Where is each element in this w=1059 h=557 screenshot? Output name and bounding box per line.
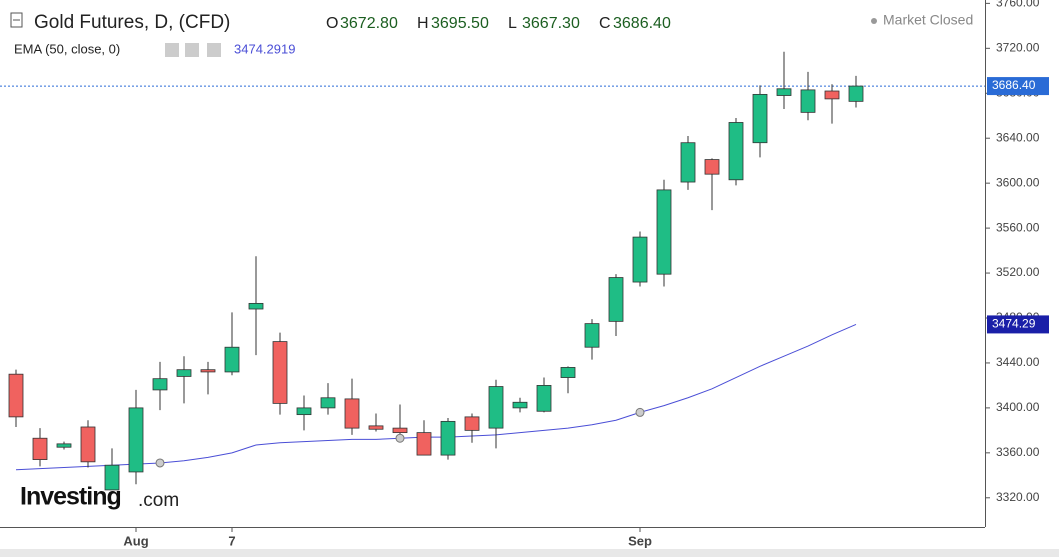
candle-body bbox=[848, 85, 864, 102]
candle-body bbox=[632, 236, 648, 283]
candle-body bbox=[296, 407, 312, 416]
candle-body bbox=[8, 373, 24, 418]
candle-body bbox=[464, 416, 480, 431]
y-tick-label: 3640.00 bbox=[996, 130, 1040, 144]
candle-body bbox=[776, 88, 792, 96]
y-tick-label: 3360.00 bbox=[996, 445, 1040, 459]
status-dot bbox=[871, 18, 877, 24]
candle-body bbox=[560, 367, 576, 378]
y-tick-label: 3520.00 bbox=[996, 265, 1040, 279]
ema-marker bbox=[635, 407, 645, 417]
x-tick-label: 7 bbox=[228, 533, 235, 548]
close-icon[interactable] bbox=[207, 43, 221, 57]
y-tick-label: 3600.00 bbox=[996, 175, 1040, 189]
candle-body bbox=[272, 341, 288, 404]
candle-body bbox=[56, 443, 72, 448]
ohlc-key: L bbox=[508, 15, 517, 32]
candle-body bbox=[368, 425, 384, 430]
ohlc-value: 3667.30 bbox=[522, 15, 580, 32]
candle-body bbox=[824, 90, 840, 100]
ohlc-key: C bbox=[599, 15, 611, 32]
candle-body bbox=[440, 420, 456, 456]
price-tag-label: 3474.29 bbox=[992, 317, 1036, 331]
candle-body bbox=[656, 189, 672, 275]
x-tick-label: Aug bbox=[123, 533, 148, 548]
plot bbox=[0, 51, 985, 491]
candle-body bbox=[704, 159, 720, 175]
price-tag bbox=[987, 77, 1049, 96]
candle-body bbox=[752, 93, 768, 144]
ema-legend: EMA (50, close, 0) bbox=[14, 41, 120, 56]
collapse-icon[interactable] bbox=[10, 12, 23, 28]
chart-title: Gold Futures, D, (CFD) bbox=[34, 12, 230, 33]
candle-body bbox=[392, 427, 408, 434]
ohlc-value: 3672.80 bbox=[340, 15, 398, 32]
candle-body bbox=[152, 378, 168, 391]
ema-marker bbox=[155, 458, 165, 468]
price-tag bbox=[987, 315, 1049, 334]
candle-body bbox=[200, 369, 216, 373]
candle-body bbox=[488, 386, 504, 429]
y-tick-label: 3320.00 bbox=[996, 490, 1040, 504]
bottom-strip bbox=[0, 549, 1059, 557]
eye-icon[interactable] bbox=[165, 43, 179, 57]
ohlc-value: 3686.40 bbox=[613, 15, 671, 32]
candle-body bbox=[344, 398, 360, 429]
candle-body bbox=[320, 397, 336, 409]
watermark-suffix: .com bbox=[138, 490, 179, 511]
candle-body bbox=[224, 346, 240, 373]
candle-body bbox=[608, 277, 624, 322]
candle-body bbox=[104, 464, 120, 491]
candle-body bbox=[728, 122, 744, 181]
x-tick-label: Sep bbox=[628, 533, 652, 548]
y-tick-label: 3760.00 bbox=[996, 0, 1040, 10]
y-tick-label: 3720.00 bbox=[996, 40, 1040, 54]
candle-body bbox=[32, 437, 48, 460]
candle-body bbox=[512, 401, 528, 409]
ohlc-key: O bbox=[326, 15, 338, 32]
candle-body bbox=[128, 407, 144, 473]
ohlc-value: 3695.50 bbox=[431, 15, 489, 32]
settings-icon[interactable] bbox=[185, 43, 199, 57]
watermark-brand: Investing bbox=[20, 483, 121, 511]
candle-body bbox=[680, 142, 696, 183]
market-status: Market Closed bbox=[883, 12, 973, 28]
y-tick-label: 3440.00 bbox=[996, 355, 1040, 369]
ema-marker bbox=[395, 433, 405, 443]
candle-body bbox=[80, 426, 96, 463]
ohlc-key: H bbox=[417, 15, 429, 32]
candle-body bbox=[536, 385, 552, 412]
candle-body bbox=[176, 369, 192, 377]
y-tick-label: 3400.00 bbox=[996, 400, 1040, 414]
y-tick-label: 3560.00 bbox=[996, 220, 1040, 234]
candle-body bbox=[248, 302, 264, 310]
candle-body bbox=[800, 89, 816, 113]
candle-body bbox=[416, 432, 432, 456]
candle-body bbox=[584, 323, 600, 348]
price-tag-label: 3686.40 bbox=[992, 78, 1036, 92]
ema-value: 3474.2919 bbox=[234, 41, 295, 56]
